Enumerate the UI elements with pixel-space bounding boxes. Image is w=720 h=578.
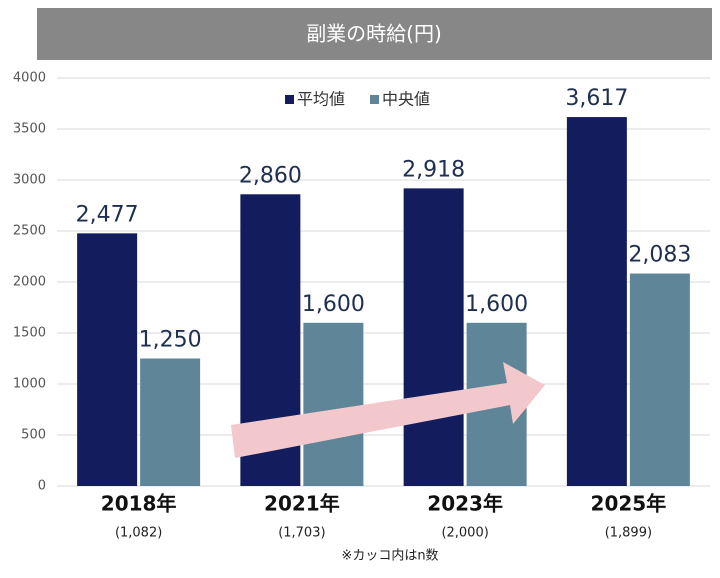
chart-title: 副業の時給(円) (306, 22, 442, 46)
x-tick-note: (2,000) (441, 526, 488, 541)
x-tick-label: 2025年 (591, 492, 667, 516)
y-tick-label: 2000 (13, 275, 46, 290)
y-tick-label: 1500 (13, 326, 46, 341)
x-tick-label: 2023年 (427, 492, 503, 516)
y-tick-label: 2500 (13, 224, 46, 239)
value-label: 2,083 (628, 243, 691, 268)
bar (403, 188, 464, 486)
x-tick-note: (1,082) (115, 526, 162, 541)
trend-arrow (231, 362, 545, 458)
value-label: 1,600 (302, 292, 365, 317)
title-banner (37, 8, 712, 60)
value-label: 3,617 (565, 86, 628, 111)
legend-swatch (285, 95, 294, 104)
legend-label: 中央値 (382, 90, 430, 109)
bar (140, 358, 201, 486)
y-tick-label: 3500 (13, 122, 46, 137)
x-tick-label: 2021年 (264, 492, 340, 516)
bar (77, 233, 138, 486)
value-label: 2,860 (239, 163, 302, 188)
x-tick-note: (1,899) (605, 526, 652, 541)
footnote: ※カッコ内はn数 (341, 548, 438, 564)
y-tick-label: 1000 (13, 377, 46, 392)
value-label: 1,600 (465, 292, 528, 317)
legend-label: 平均値 (297, 90, 345, 109)
y-tick-label: 500 (21, 428, 46, 443)
bar (566, 117, 627, 486)
x-tick-note: (1,703) (278, 526, 325, 541)
legend-swatch (370, 95, 379, 104)
y-tick-label: 3000 (13, 173, 46, 188)
bar (303, 322, 364, 486)
value-label: 2,918 (402, 157, 465, 182)
value-label: 1,250 (139, 328, 202, 353)
bar (629, 273, 690, 486)
value-label: 2,477 (76, 202, 139, 227)
y-tick-label: 4000 (13, 71, 46, 86)
x-tick-label: 2018年 (101, 492, 177, 516)
y-tick-label: 0 (38, 479, 46, 494)
